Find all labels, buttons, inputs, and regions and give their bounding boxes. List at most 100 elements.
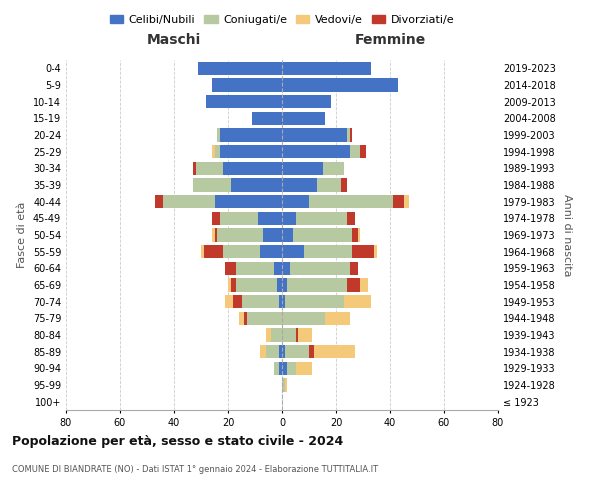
Text: Popolazione per età, sesso e stato civile - 2024: Popolazione per età, sesso e stato civil… <box>12 435 343 448</box>
Bar <box>285 295 344 308</box>
Bar <box>282 95 331 108</box>
Bar <box>317 178 341 192</box>
Bar <box>282 245 304 258</box>
Bar <box>282 378 285 392</box>
Bar <box>280 345 282 358</box>
Bar <box>155 195 163 208</box>
Bar <box>274 362 280 375</box>
Bar <box>247 312 282 325</box>
Bar <box>226 295 233 308</box>
Bar <box>196 162 223 175</box>
Bar <box>352 245 374 258</box>
Bar <box>263 228 282 241</box>
Bar <box>220 128 282 141</box>
Bar <box>282 278 287 291</box>
Bar <box>296 362 312 375</box>
Bar <box>282 262 290 275</box>
Bar <box>274 262 282 275</box>
Bar <box>347 278 360 291</box>
Bar <box>282 362 287 375</box>
Bar <box>230 178 282 192</box>
Bar <box>287 278 347 291</box>
Bar <box>241 295 280 308</box>
Bar <box>393 195 404 208</box>
Bar <box>287 362 296 375</box>
Bar <box>244 312 247 325</box>
Bar <box>217 128 220 141</box>
Bar <box>282 312 325 325</box>
Bar <box>358 228 360 241</box>
Bar <box>215 228 217 241</box>
Bar <box>282 228 293 241</box>
Bar <box>236 262 274 275</box>
Bar <box>285 378 287 392</box>
Bar <box>298 328 312 342</box>
Bar <box>201 245 204 258</box>
Bar <box>252 112 282 125</box>
Bar <box>204 245 223 258</box>
Bar <box>282 345 285 358</box>
Bar <box>220 145 282 158</box>
Bar <box>260 245 282 258</box>
Bar <box>206 95 282 108</box>
Bar <box>282 62 371 75</box>
Bar <box>282 178 317 192</box>
Bar <box>236 278 277 291</box>
Bar <box>360 145 366 158</box>
Bar <box>282 112 325 125</box>
Bar <box>344 295 371 308</box>
Bar <box>309 195 393 208</box>
Bar <box>325 312 349 325</box>
Bar <box>217 228 263 241</box>
Bar <box>347 128 349 141</box>
Bar <box>341 178 347 192</box>
Bar <box>226 262 236 275</box>
Bar <box>280 362 282 375</box>
Bar <box>193 178 230 192</box>
Bar <box>374 245 377 258</box>
Bar <box>223 245 260 258</box>
Bar <box>349 128 352 141</box>
Bar <box>296 212 347 225</box>
Bar <box>193 162 196 175</box>
Bar <box>349 262 358 275</box>
Bar <box>349 145 360 158</box>
Y-axis label: Anni di nascita: Anni di nascita <box>562 194 572 276</box>
Bar <box>215 195 282 208</box>
Bar <box>212 145 215 158</box>
Bar <box>282 162 323 175</box>
Bar <box>220 212 258 225</box>
Bar <box>277 278 282 291</box>
Bar <box>309 345 314 358</box>
Bar <box>404 195 409 208</box>
Bar <box>198 62 282 75</box>
Text: Femmine: Femmine <box>355 32 425 46</box>
Bar <box>282 195 309 208</box>
Y-axis label: Fasce di età: Fasce di età <box>17 202 27 268</box>
Legend: Celibi/Nubili, Coniugati/e, Vedovi/e, Divorziati/e: Celibi/Nubili, Coniugati/e, Vedovi/e, Di… <box>106 10 458 29</box>
Bar <box>215 145 220 158</box>
Bar <box>347 212 355 225</box>
Bar <box>212 228 215 241</box>
Bar <box>260 345 266 358</box>
Bar <box>293 228 352 241</box>
Bar <box>360 278 368 291</box>
Bar <box>271 328 282 342</box>
Bar <box>352 228 358 241</box>
Bar <box>314 345 355 358</box>
Bar <box>296 328 298 342</box>
Bar <box>228 278 230 291</box>
Bar <box>266 328 271 342</box>
Bar <box>280 295 282 308</box>
Bar <box>282 78 398 92</box>
Bar <box>304 245 352 258</box>
Text: Maschi: Maschi <box>147 32 201 46</box>
Bar <box>223 162 282 175</box>
Bar <box>266 345 280 358</box>
Bar <box>239 312 244 325</box>
Bar <box>285 345 309 358</box>
Bar <box>282 295 285 308</box>
Bar <box>282 145 349 158</box>
Bar <box>290 262 350 275</box>
Bar <box>282 212 296 225</box>
